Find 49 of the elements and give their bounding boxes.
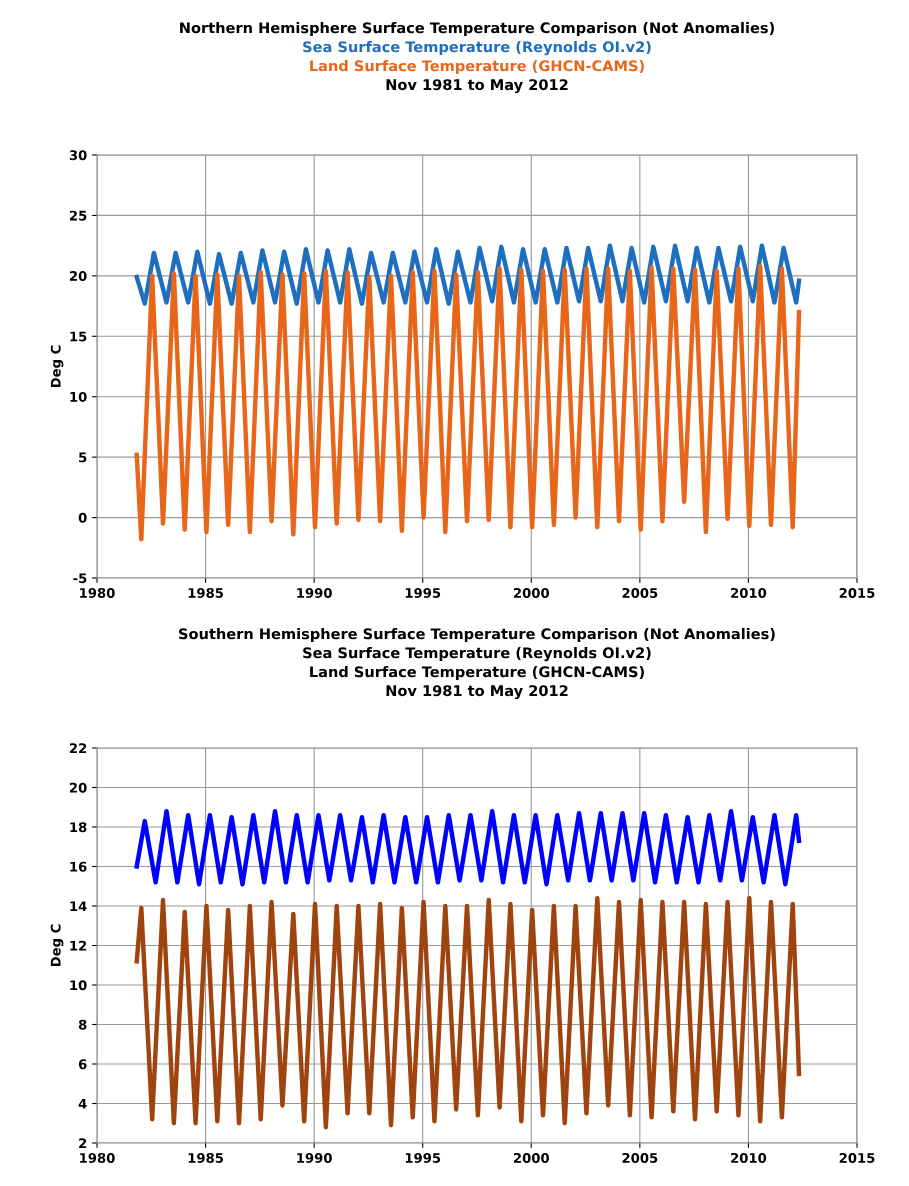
y-tick-label: 10 — [70, 391, 87, 402]
x-tick-label: 2015 — [839, 1152, 875, 1163]
x-tick-label: 1980 — [80, 587, 115, 598]
text: Land Surface Temperature (GHCN-CAMS) — [310, 60, 644, 75]
text: Sea Surface Temperature (Reynolds OI.v2) — [303, 41, 651, 56]
y-tick-label: 4 — [78, 1098, 87, 1109]
y-tick-label: 5 — [79, 452, 87, 463]
x-tick-label: 1995 — [405, 1152, 441, 1163]
y-tick-label: 16 — [70, 861, 87, 872]
y-tick-label: 2 — [79, 1138, 87, 1149]
y-tick-label: 22 — [69, 743, 87, 754]
line-series — [134, 243, 802, 306]
y-tick-label: 15 — [70, 331, 87, 342]
y-tick-label: 8 — [78, 1019, 87, 1030]
y-tick-label: 6 — [78, 1059, 87, 1070]
y-tick-label: 20 — [69, 782, 87, 793]
line-series — [134, 263, 802, 542]
chart-title: Southern Hemisphere Surface Temperature Comparison (Not Anomalies) — [179, 628, 775, 643]
y-tick-label: 12 — [70, 940, 87, 951]
y-tick-label: 25 — [69, 210, 87, 221]
y-tick-label: -5 — [73, 573, 87, 584]
x-tick-label: 1995 — [405, 587, 441, 598]
x-tick-label: 2010 — [731, 587, 767, 598]
x-tick-label: 1985 — [188, 587, 224, 598]
chart-subtitle: Nov 1981 to May 2012 — [386, 79, 568, 94]
x-tick-label: 1990 — [297, 1152, 332, 1163]
line-series — [134, 895, 802, 1130]
y-tick-label: 10 — [70, 980, 87, 991]
y-tick-label: 14 — [70, 901, 87, 912]
y-axis-title: Deg C — [50, 924, 64, 967]
y-tick-label: 0 — [78, 512, 87, 523]
x-tick-label: 2015 — [839, 587, 875, 598]
x-tick-label: 1990 — [297, 587, 332, 598]
x-tick-label: 2010 — [731, 1152, 767, 1163]
chart-title: Northern Hemisphere Surface Temperature Comparison (Not Anomalies) — [180, 22, 774, 37]
x-tick-label: 2000 — [513, 1152, 550, 1163]
line-series — [134, 808, 802, 887]
x-tick-label: 1985 — [188, 1152, 224, 1163]
y-axis-title: Deg C — [50, 345, 64, 388]
y-tick-label: 20 — [69, 271, 87, 282]
x-tick-label: 1980 — [80, 1152, 115, 1163]
x-tick-label: 2000 — [513, 587, 550, 598]
y-tick-label: 30 — [69, 150, 87, 161]
text: Land Surface Temperature (GHCN-CAMS) — [310, 666, 644, 681]
chart-subtitle: Nov 1981 to May 2012 — [386, 685, 568, 700]
x-tick-label: 2005 — [622, 587, 658, 598]
text: Sea Surface Temperature (Reynolds OI.v2) — [303, 647, 651, 662]
x-tick-label: 2005 — [622, 1152, 658, 1163]
y-tick-label: 18 — [70, 822, 87, 833]
